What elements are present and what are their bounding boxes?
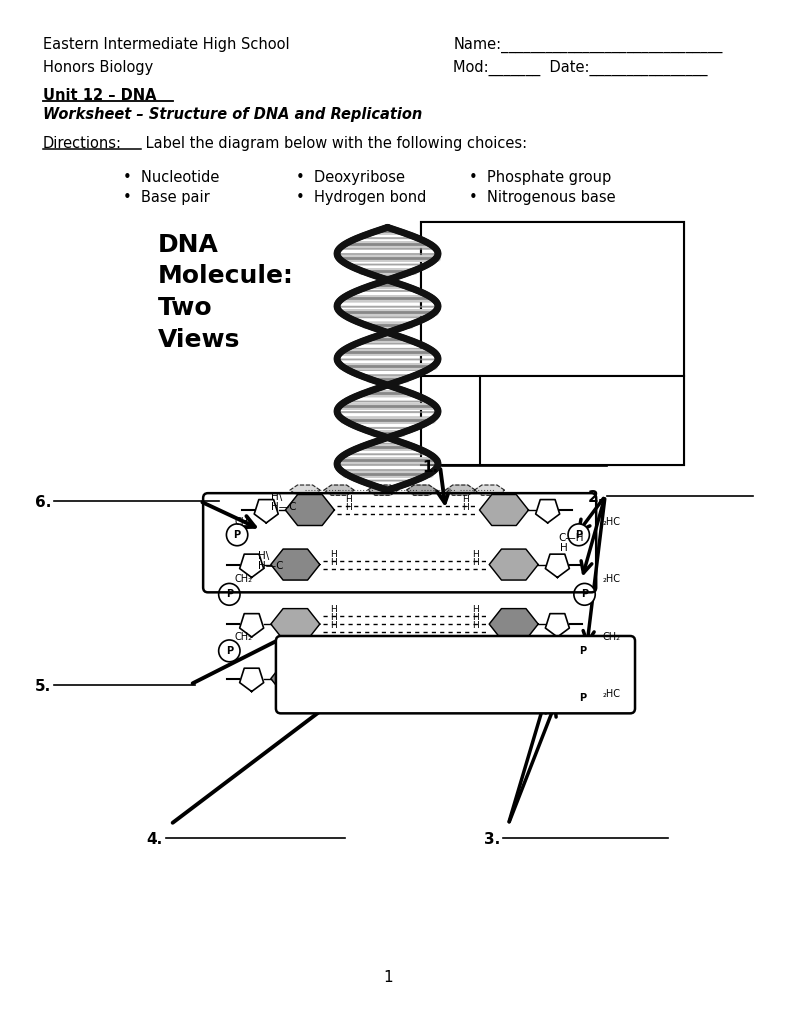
Text: DNA: DNA [157, 232, 218, 257]
Text: Mod:_______  Date:________________: Mod:_______ Date:________________ [453, 60, 708, 76]
Text: CH₂: CH₂ [234, 517, 252, 527]
Text: H: H [345, 495, 352, 504]
Polygon shape [368, 485, 398, 496]
Text: H: H [471, 621, 479, 630]
Text: 1.: 1. [422, 461, 439, 475]
Text: Honors Biology: Honors Biology [43, 60, 153, 75]
Polygon shape [324, 485, 354, 496]
Text: H—C: H—C [271, 502, 297, 512]
Polygon shape [536, 500, 560, 523]
Text: •  Hydrogen bond: • Hydrogen bond [296, 190, 426, 205]
Polygon shape [286, 495, 335, 525]
Polygon shape [479, 495, 528, 525]
Circle shape [572, 640, 593, 662]
Text: H\: H\ [271, 493, 282, 502]
Text: P: P [579, 646, 586, 655]
Text: CH₂: CH₂ [234, 574, 252, 585]
Text: H: H [331, 605, 337, 614]
Text: H: H [331, 557, 337, 566]
Polygon shape [490, 664, 538, 694]
Text: H: H [462, 495, 469, 504]
Text: Worksheet – Structure of DNA and Replication: Worksheet – Structure of DNA and Replica… [43, 106, 422, 122]
Circle shape [568, 524, 589, 546]
Polygon shape [545, 669, 570, 691]
Text: •  Phosphate group: • Phosphate group [468, 170, 611, 184]
Text: H: H [471, 557, 479, 566]
Text: 6.: 6. [35, 496, 51, 510]
Text: H: H [471, 605, 479, 614]
Text: Eastern Intermediate High School: Eastern Intermediate High School [43, 37, 290, 51]
Text: •  Nucleotide: • Nucleotide [123, 170, 220, 184]
Text: H\: H\ [258, 551, 269, 561]
Polygon shape [290, 485, 320, 496]
Text: 1: 1 [383, 970, 393, 985]
Polygon shape [240, 613, 263, 637]
Text: H: H [331, 550, 337, 559]
Text: H: H [331, 613, 337, 623]
Polygon shape [271, 664, 320, 694]
Text: ₂HC: ₂HC [603, 574, 621, 585]
Text: C—H: C—H [558, 532, 584, 543]
Polygon shape [240, 669, 263, 691]
Polygon shape [254, 500, 278, 523]
Polygon shape [271, 608, 320, 640]
Text: H: H [560, 543, 568, 553]
Text: P: P [225, 646, 233, 655]
Text: •  Base pair: • Base pair [123, 190, 210, 205]
Circle shape [226, 524, 248, 546]
Text: Label the diagram below with the following choices:: Label the diagram below with the followi… [141, 136, 527, 152]
Text: •  Nitrogenous base: • Nitrogenous base [468, 190, 615, 205]
Bar [422, 222, 683, 376]
Text: H: H [331, 672, 337, 681]
Text: 4.: 4. [146, 833, 162, 848]
Text: H: H [345, 503, 352, 512]
Circle shape [218, 584, 240, 605]
Text: P: P [579, 693, 586, 703]
Text: H: H [471, 672, 479, 681]
FancyBboxPatch shape [276, 636, 635, 714]
Text: P: P [581, 590, 589, 599]
Text: 2.: 2. [588, 490, 604, 505]
Text: •  Deoxyribose: • Deoxyribose [296, 170, 405, 184]
Polygon shape [240, 554, 263, 578]
Text: Views: Views [157, 328, 240, 352]
Polygon shape [490, 549, 538, 580]
Text: Two: Two [157, 296, 212, 321]
Text: ₂HC: ₂HC [603, 517, 621, 527]
Polygon shape [545, 554, 570, 578]
Polygon shape [545, 613, 570, 637]
Text: H: H [471, 550, 479, 559]
Text: H: H [471, 613, 479, 623]
Text: P: P [233, 529, 240, 540]
Polygon shape [490, 608, 538, 640]
Polygon shape [271, 549, 320, 580]
Polygon shape [407, 485, 437, 496]
Text: CH₂: CH₂ [603, 632, 621, 642]
Text: Unit 12 – DNA: Unit 12 – DNA [43, 88, 156, 103]
Text: 5.: 5. [35, 679, 51, 693]
Text: Name:______________________________: Name:______________________________ [453, 37, 723, 53]
Polygon shape [445, 485, 475, 496]
Text: Molecule:: Molecule: [157, 264, 293, 289]
Circle shape [572, 687, 593, 710]
Text: P: P [575, 529, 582, 540]
Text: H: H [331, 664, 337, 673]
Bar [479, 376, 683, 465]
Text: H—C: H—C [258, 560, 283, 570]
Text: 3.: 3. [484, 833, 500, 848]
Text: H: H [471, 664, 479, 673]
Text: P: P [225, 590, 233, 599]
Text: Directions:: Directions: [43, 136, 122, 152]
Circle shape [218, 640, 240, 662]
Text: ₂HC: ₂HC [603, 688, 621, 698]
Text: H: H [462, 503, 469, 512]
Text: CH₂: CH₂ [234, 632, 252, 642]
Text: H: H [331, 621, 337, 630]
Circle shape [574, 584, 595, 605]
Bar [422, 222, 683, 465]
Polygon shape [475, 485, 505, 496]
